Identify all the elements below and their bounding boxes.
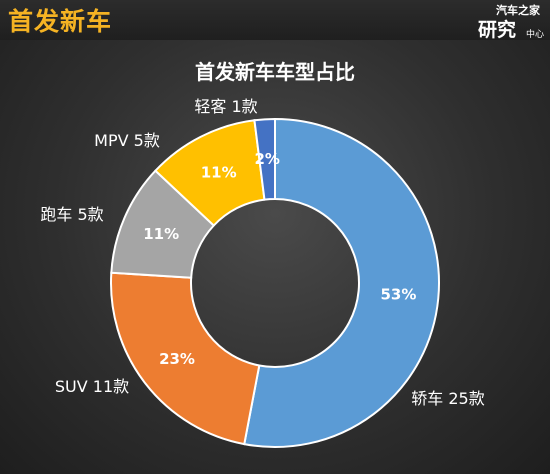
slice-percent-label-4: 2% [254, 150, 279, 168]
slice-category-label-0: 轿车 25款 [411, 389, 484, 408]
donut-slice-4 [253, 117, 276, 201]
slice-percent-label-3: 11% [201, 164, 237, 182]
donut-slice-0 [243, 117, 440, 448]
slice-category-label-3: MPV 5款 [94, 131, 160, 150]
slice-category-label-1: SUV 11款 [55, 377, 129, 396]
slice-percent-label-1: 23% [159, 350, 195, 368]
logo-line3: 中心 [525, 30, 544, 40]
slice-category-label-2: 跑车 5款 [40, 205, 103, 224]
brand-logo: 汽车之家 研究 中心 [466, 2, 544, 41]
donut-slice-1 [110, 271, 261, 446]
chart-title: 首发新车车型占比 [195, 60, 355, 84]
logo-line1: 汽车之家 [496, 4, 540, 17]
logo-line2: 研究 [477, 19, 516, 41]
header-bar [0, 0, 550, 40]
slice-percent-label-2: 11% [143, 225, 179, 243]
page-title: 首发新车 [8, 7, 113, 36]
slice-percent-label-0: 53% [380, 286, 416, 304]
slice-category-label-4: 轻客 1款 [194, 97, 257, 116]
